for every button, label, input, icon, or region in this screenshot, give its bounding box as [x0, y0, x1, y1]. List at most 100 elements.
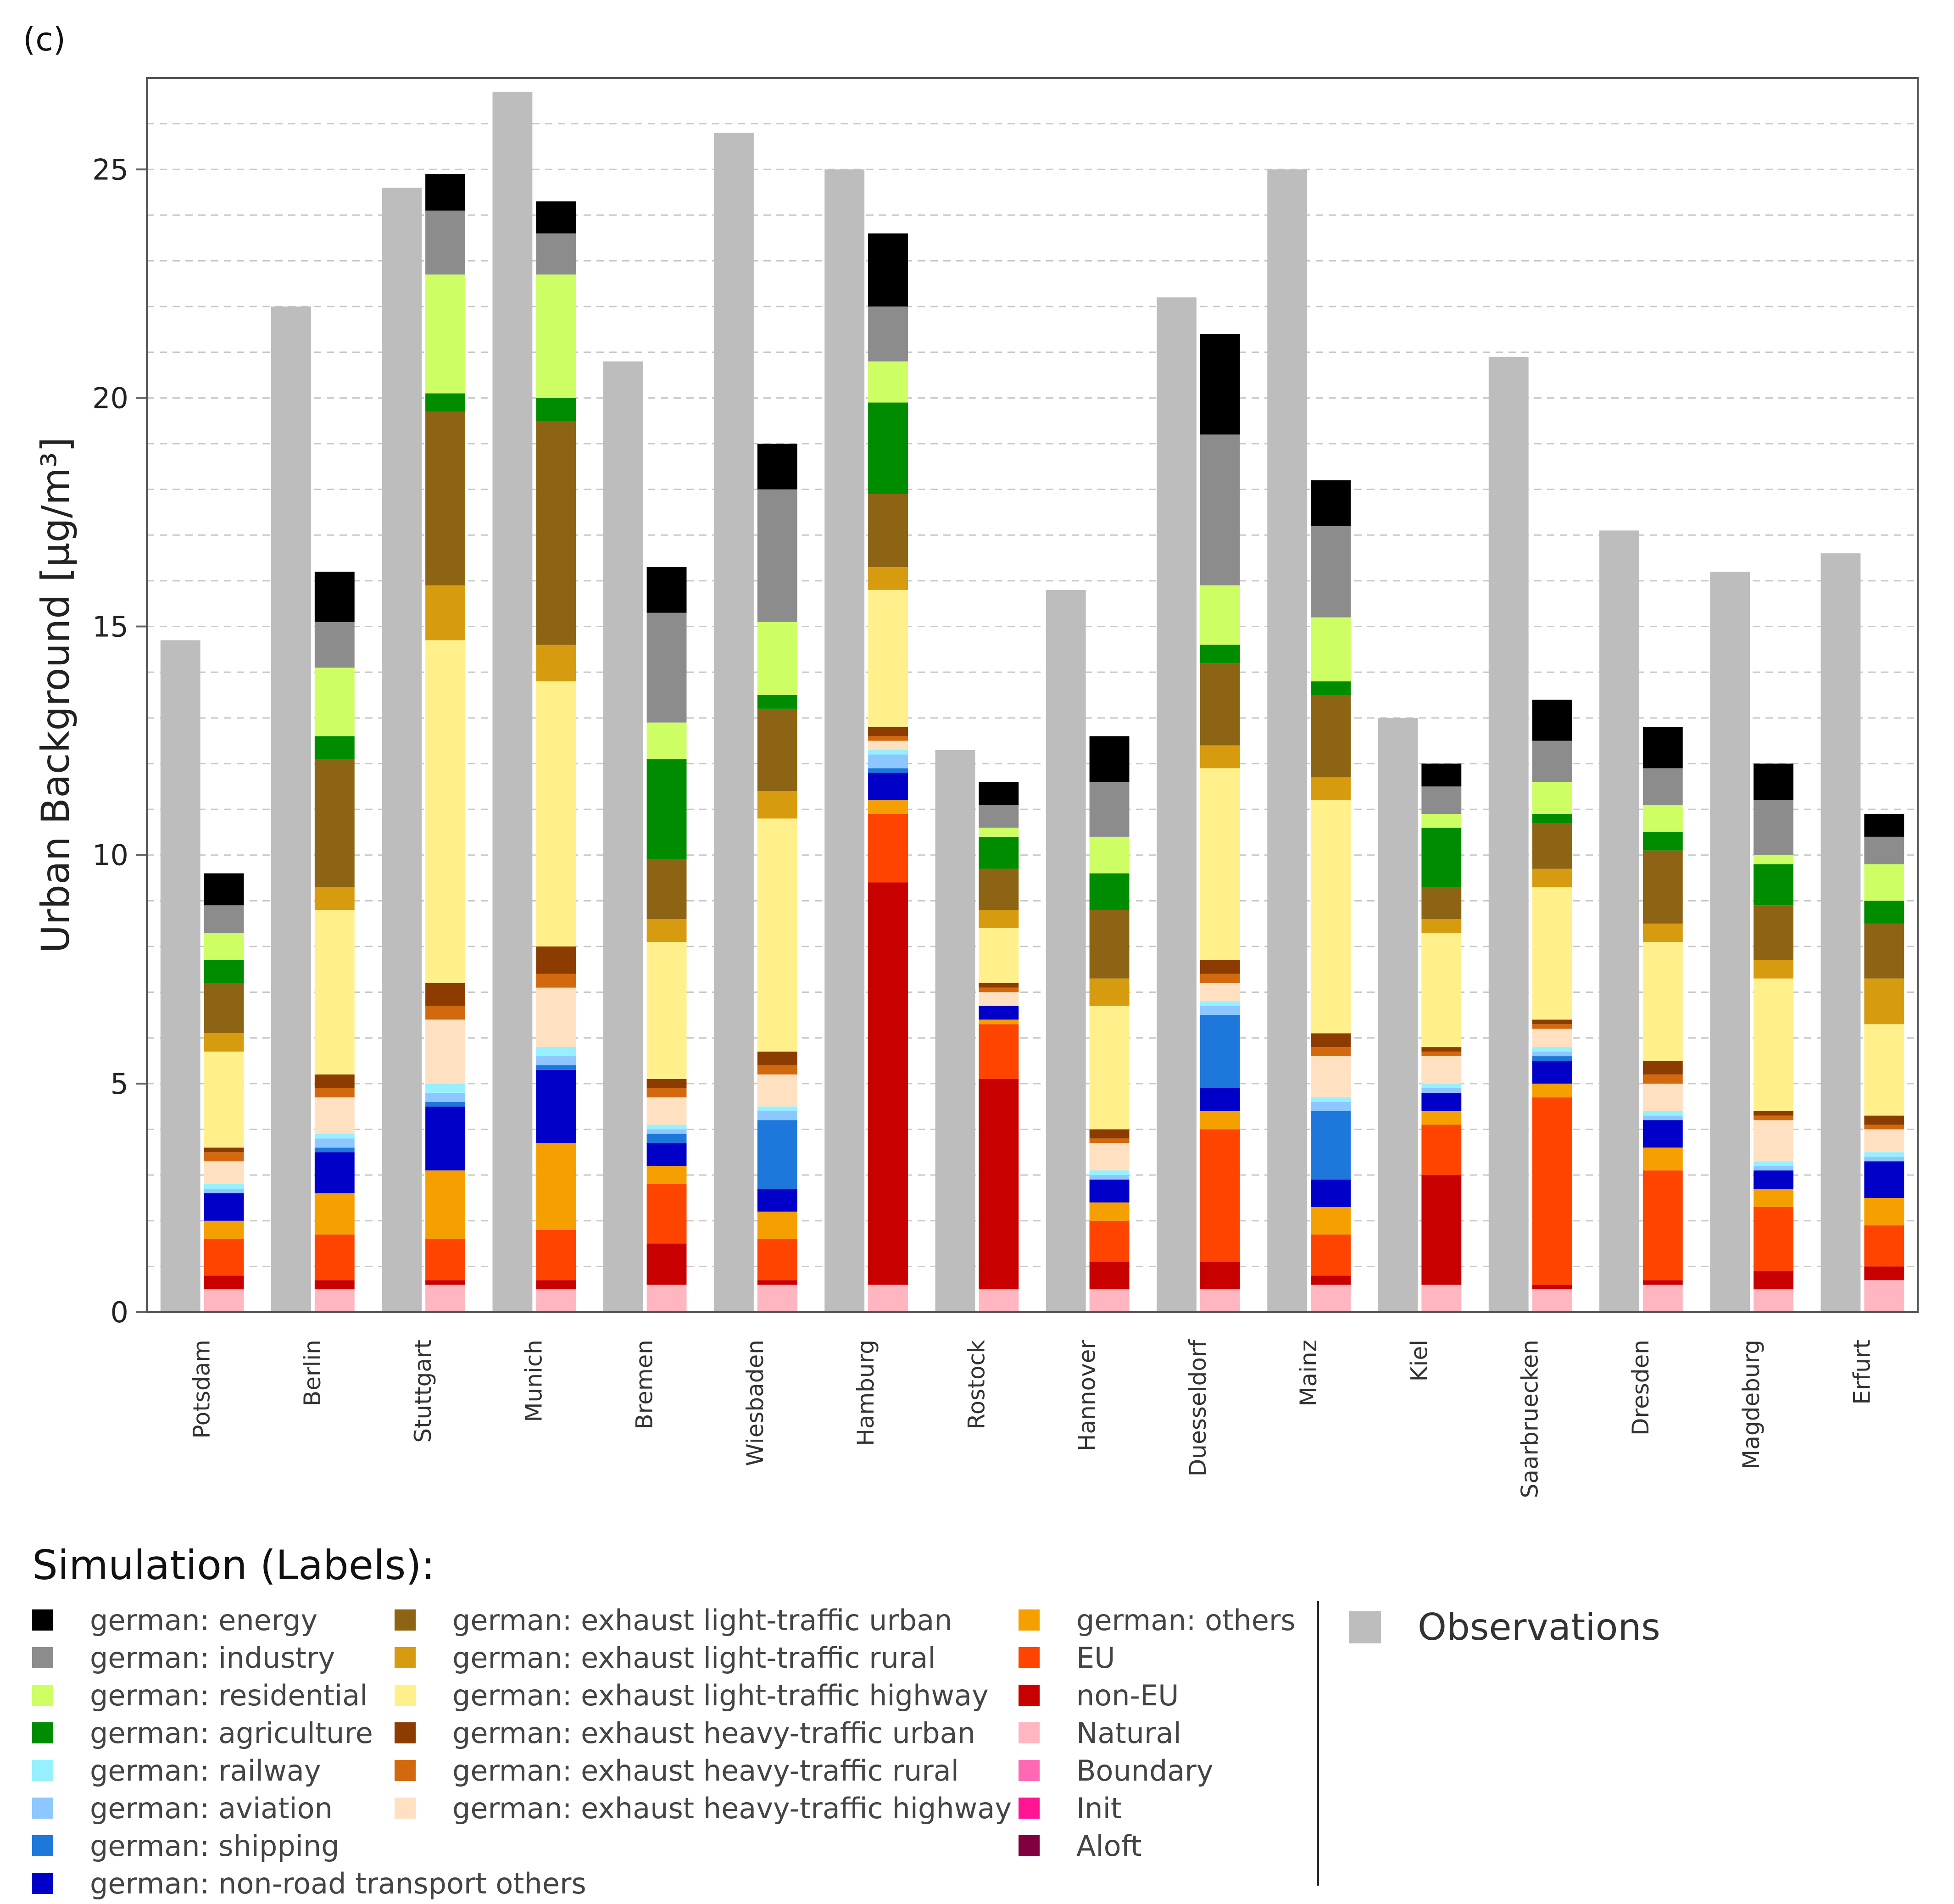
- bar-segment: [1754, 1115, 1793, 1120]
- bar-segment: [1532, 1083, 1572, 1097]
- bar-segment: [314, 1280, 355, 1290]
- bar-segment: [1754, 905, 1793, 960]
- bar-segment: [1421, 786, 1462, 814]
- legend-item: german: exhaust heavy-traffic rural: [395, 1752, 1012, 1789]
- bar-segment: [425, 412, 465, 585]
- bar-segment: [1642, 727, 1683, 768]
- bar-segment: [1864, 1115, 1904, 1125]
- bar-segment: [1089, 1202, 1130, 1221]
- bar-segment: [646, 722, 687, 759]
- observation-bar: [1820, 553, 1861, 1312]
- legend-swatch: [1019, 1722, 1040, 1743]
- observation-bar: [1267, 169, 1308, 1312]
- x-tick-label: Potsdam: [189, 1340, 215, 1439]
- bar-segment: [868, 773, 908, 801]
- legend-item: german: energy: [32, 1601, 586, 1639]
- bar-segment: [1200, 585, 1240, 645]
- bar-segment: [204, 933, 244, 960]
- x-tick-label: Rostock: [963, 1340, 990, 1430]
- bar-segment: [1311, 526, 1351, 618]
- legend-column-1: german: energy german: industry german: re…: [32, 1601, 586, 1902]
- legend-item: non-EU: [1019, 1676, 1296, 1714]
- bar-segment: [868, 233, 908, 307]
- bar-segment: [1421, 1175, 1462, 1285]
- bar-segment: [1089, 1180, 1130, 1203]
- bar-segment: [425, 1102, 465, 1107]
- bar-segment: [1421, 887, 1462, 919]
- legend-swatch: [32, 1722, 53, 1743]
- x-tick-label: Magdeburg: [1738, 1340, 1765, 1470]
- bar-segment: [1089, 782, 1130, 837]
- bar-segment: [868, 590, 908, 727]
- bar-segment: [868, 736, 908, 741]
- bar-segment: [1089, 1262, 1130, 1290]
- bar-segment: [314, 1074, 355, 1088]
- bar-segment: [204, 960, 244, 983]
- bar-segment: [1864, 978, 1904, 1024]
- bar-segment: [1754, 1289, 1793, 1312]
- bar-segment: [757, 1111, 797, 1120]
- bar-segment: [757, 444, 797, 490]
- bar-segment: [204, 1147, 244, 1152]
- legend-item: german: aviation: [32, 1789, 586, 1827]
- bar-segment: [1089, 978, 1130, 1006]
- bar-segment: [314, 1088, 355, 1097]
- x-tick-label: Wiesbaden: [742, 1340, 768, 1466]
- bar-segment: [1754, 978, 1793, 1111]
- legend-label: german: residential: [90, 1678, 368, 1712]
- y-axis-label: Urban Background [µg/m³]: [33, 437, 78, 953]
- bar-segment: [868, 800, 908, 814]
- y-tick-label: 25: [92, 153, 128, 186]
- bar-segment: [425, 1092, 465, 1102]
- bar-segment: [757, 1211, 797, 1239]
- bar-segment: [536, 1065, 576, 1070]
- bar-segment: [314, 668, 355, 736]
- legend-swatch: [395, 1685, 416, 1706]
- bar-segment: [1642, 1111, 1683, 1116]
- legend-item: german: exhaust light-traffic urban: [395, 1601, 1012, 1639]
- bar-segment: [314, 887, 355, 910]
- bar-segment: [1311, 1275, 1351, 1285]
- bar-segment: [1864, 1280, 1904, 1312]
- legend-title: Simulation (Labels):: [32, 1542, 435, 1589]
- observation-bar: [824, 169, 865, 1312]
- bar-segment: [1200, 1129, 1240, 1262]
- bar-segment: [646, 1134, 687, 1143]
- y-tick-label: 5: [111, 1067, 128, 1101]
- x-tick-label: Hannover: [1074, 1340, 1101, 1452]
- bar-segment: [1089, 1138, 1130, 1143]
- legend-swatch: [32, 1760, 53, 1781]
- bar-segment: [1089, 1170, 1130, 1175]
- x-tick-label: Hamburg: [852, 1340, 879, 1446]
- bar-segment: [536, 645, 576, 682]
- bar-segment: [1200, 1262, 1240, 1290]
- bar-segment: [979, 987, 1019, 992]
- legend-item: Aloft: [1019, 1827, 1296, 1865]
- x-tick-label: Stuttgart: [410, 1340, 436, 1443]
- bar-segment: [1864, 1157, 1904, 1162]
- bar-segment: [1311, 1234, 1351, 1276]
- bar-segment: [204, 1189, 244, 1193]
- x-tick-label: Erfurt: [1848, 1340, 1875, 1405]
- bar-segment: [757, 1052, 797, 1065]
- bar-segment: [536, 1069, 576, 1143]
- bar-segment: [314, 1097, 355, 1134]
- legend-item: german: agriculture: [32, 1714, 586, 1752]
- bar-segment: [868, 727, 908, 736]
- legend-label: Init: [1076, 1791, 1122, 1825]
- legend-swatch: [32, 1798, 53, 1819]
- bar-segment: [1089, 873, 1130, 910]
- bar-segment: [425, 1170, 465, 1239]
- observation-bar: [271, 306, 311, 1312]
- legend-swatch: [1019, 1798, 1040, 1819]
- bar-segment: [1532, 823, 1572, 869]
- bar-segment: [1421, 814, 1462, 828]
- bar-segment: [1089, 1175, 1130, 1180]
- bar-segment: [1642, 1120, 1683, 1148]
- bar-segment: [1089, 910, 1130, 979]
- bar-segment: [425, 585, 465, 640]
- legend-swatch: [32, 1685, 53, 1706]
- bar-segment: [646, 1166, 687, 1185]
- bar-segment: [1754, 960, 1793, 979]
- bar-segment: [1200, 974, 1240, 983]
